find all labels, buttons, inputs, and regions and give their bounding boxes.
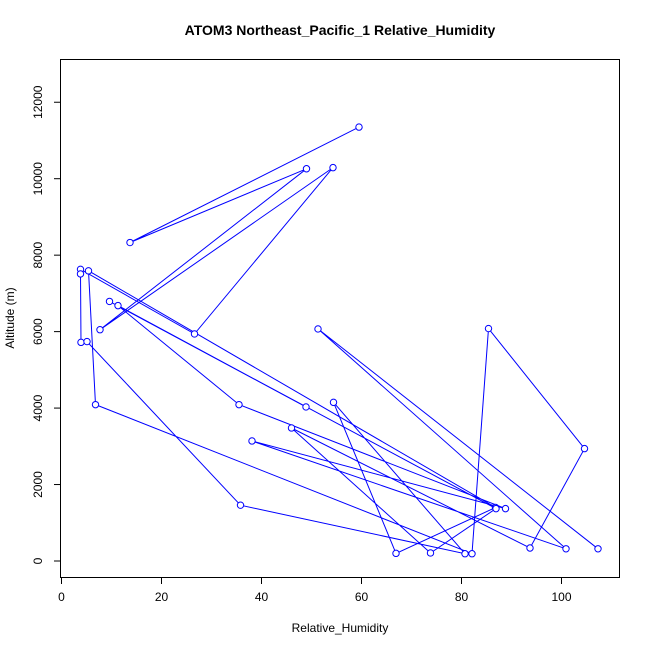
data-point [580,444,589,453]
data-point [526,544,534,552]
x-tick-label: 60 [355,590,369,604]
y-axis-label: Altitude (m) [3,287,17,348]
x-tick-label: 0 [58,590,65,604]
data-point [329,398,338,407]
x-axis: 0 20 40 60 80 100 [58,577,572,604]
data-point [91,400,100,409]
data-point [392,549,400,558]
chart-title: ATOM3 Northeast_Pacific_1 Relative_Humid… [185,22,496,38]
data-point [287,424,296,432]
data-point [248,437,256,445]
y-tick-label: 10000 [31,162,45,196]
data-point [190,330,199,338]
x-tick-label: 100 [551,590,571,604]
x-tick-label: 40 [255,590,269,604]
y-tick-label: 6000 [31,318,45,345]
data-point [562,545,570,553]
data-point [492,504,500,513]
y-axis: 0 2000 4000 6000 8000 10000 12000 [31,85,61,564]
y-tick-label: 0 [31,557,45,564]
y-tick-label: 12000 [31,85,45,119]
data-point [302,403,310,411]
data-point [235,400,243,409]
data-point [594,545,602,553]
data-point [126,238,134,247]
data-point [314,325,322,333]
data-point [355,123,363,131]
data-point [77,338,85,347]
data-point [426,549,435,557]
y-tick-label: 4000 [31,394,45,421]
data-point [96,326,104,334]
x-tick-label: 80 [455,590,469,604]
series-relative-humidity [76,123,602,558]
data-point [484,324,493,333]
data-point [114,301,122,310]
data-point [501,504,510,513]
x-tick-label: 20 [155,590,169,604]
data-point [302,165,311,173]
data-point [83,337,91,346]
data-point [329,163,337,172]
data-point [76,270,85,278]
y-tick-label: 2000 [31,471,45,498]
data-point [468,550,476,558]
data-point [84,267,93,275]
x-axis-label: Relative_Humidity [292,621,389,635]
data-point [105,297,114,306]
data-point [236,501,245,509]
data-point [461,550,469,558]
y-tick-label: 8000 [31,241,45,268]
series-line [80,126,599,555]
